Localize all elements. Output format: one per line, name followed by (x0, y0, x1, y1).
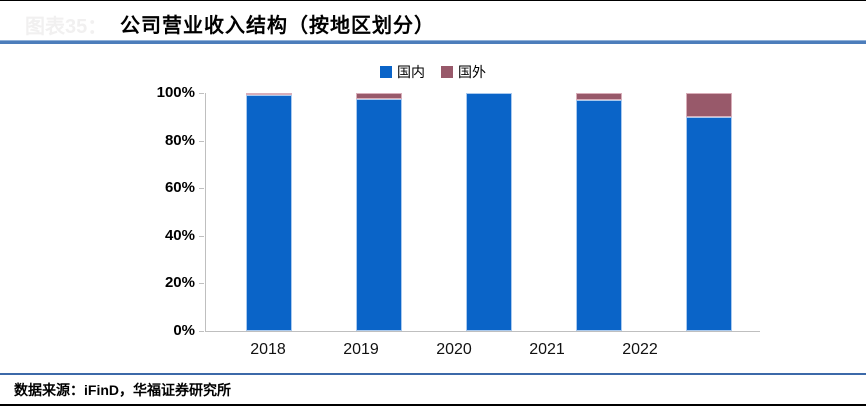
y-tick-mark (199, 93, 204, 94)
y-tick-label: 60% (164, 179, 195, 197)
legend-item-国内: 国内 (380, 62, 425, 82)
x-tick-label: 2022 (622, 341, 658, 358)
bar-2018 (246, 93, 292, 331)
y-tick-mark (199, 140, 204, 142)
bar-segment-国内 (356, 98, 402, 331)
footer-divider-line (0, 373, 866, 375)
y-tick-label: 0% (173, 322, 195, 339)
x-tick-label: 2018 (250, 341, 286, 358)
bar-2019 (356, 93, 402, 331)
bar-segment-国内 (466, 93, 512, 331)
y-tick-label: 40% (164, 226, 195, 244)
bar-segment-国外 (686, 93, 732, 117)
legend-item-国外: 国外 (441, 62, 486, 82)
legend-label: 国外 (458, 64, 486, 80)
legend-label: 国内 (397, 64, 425, 80)
bar-2020 (466, 93, 512, 331)
x-tick-label: 2021 (529, 341, 565, 358)
top-border-line (0, 0, 866, 1)
y-tick-label: 80% (164, 131, 195, 149)
bar-segment-国内 (246, 95, 292, 331)
page-title: 公司营业收入结构（按地区划分） (120, 15, 435, 37)
data-source-note: 数据来源：iFinD，华福证券研究所 (14, 382, 231, 398)
plot-area (205, 93, 760, 332)
figure-number-ghost-label: 图表35： (25, 16, 108, 38)
x-tick-label: 2020 (436, 341, 472, 358)
y-tick-mark (199, 283, 204, 285)
bar-2021 (576, 93, 622, 331)
legend-swatch-icon (380, 66, 392, 78)
bar-segment-国外 (576, 93, 622, 101)
bar-2022 (686, 93, 732, 331)
bottom-border-line (0, 404, 866, 406)
y-tick-mark (199, 331, 204, 332)
title-divider-line (0, 40, 866, 44)
y-tick-mark (199, 235, 204, 237)
chart-legend: 国内 国外 (0, 62, 866, 82)
y-tick-mark (199, 188, 204, 190)
y-tick-label: 20% (164, 274, 195, 292)
bar-segment-国内 (576, 100, 622, 331)
legend-swatch-icon (441, 66, 453, 78)
y-tick-label: 100% (156, 84, 195, 101)
bar-segment-国外 (246, 93, 292, 95)
bar-segment-国外 (356, 93, 402, 99)
bar-segment-国内 (686, 116, 732, 331)
x-tick-label: 2019 (343, 341, 379, 358)
